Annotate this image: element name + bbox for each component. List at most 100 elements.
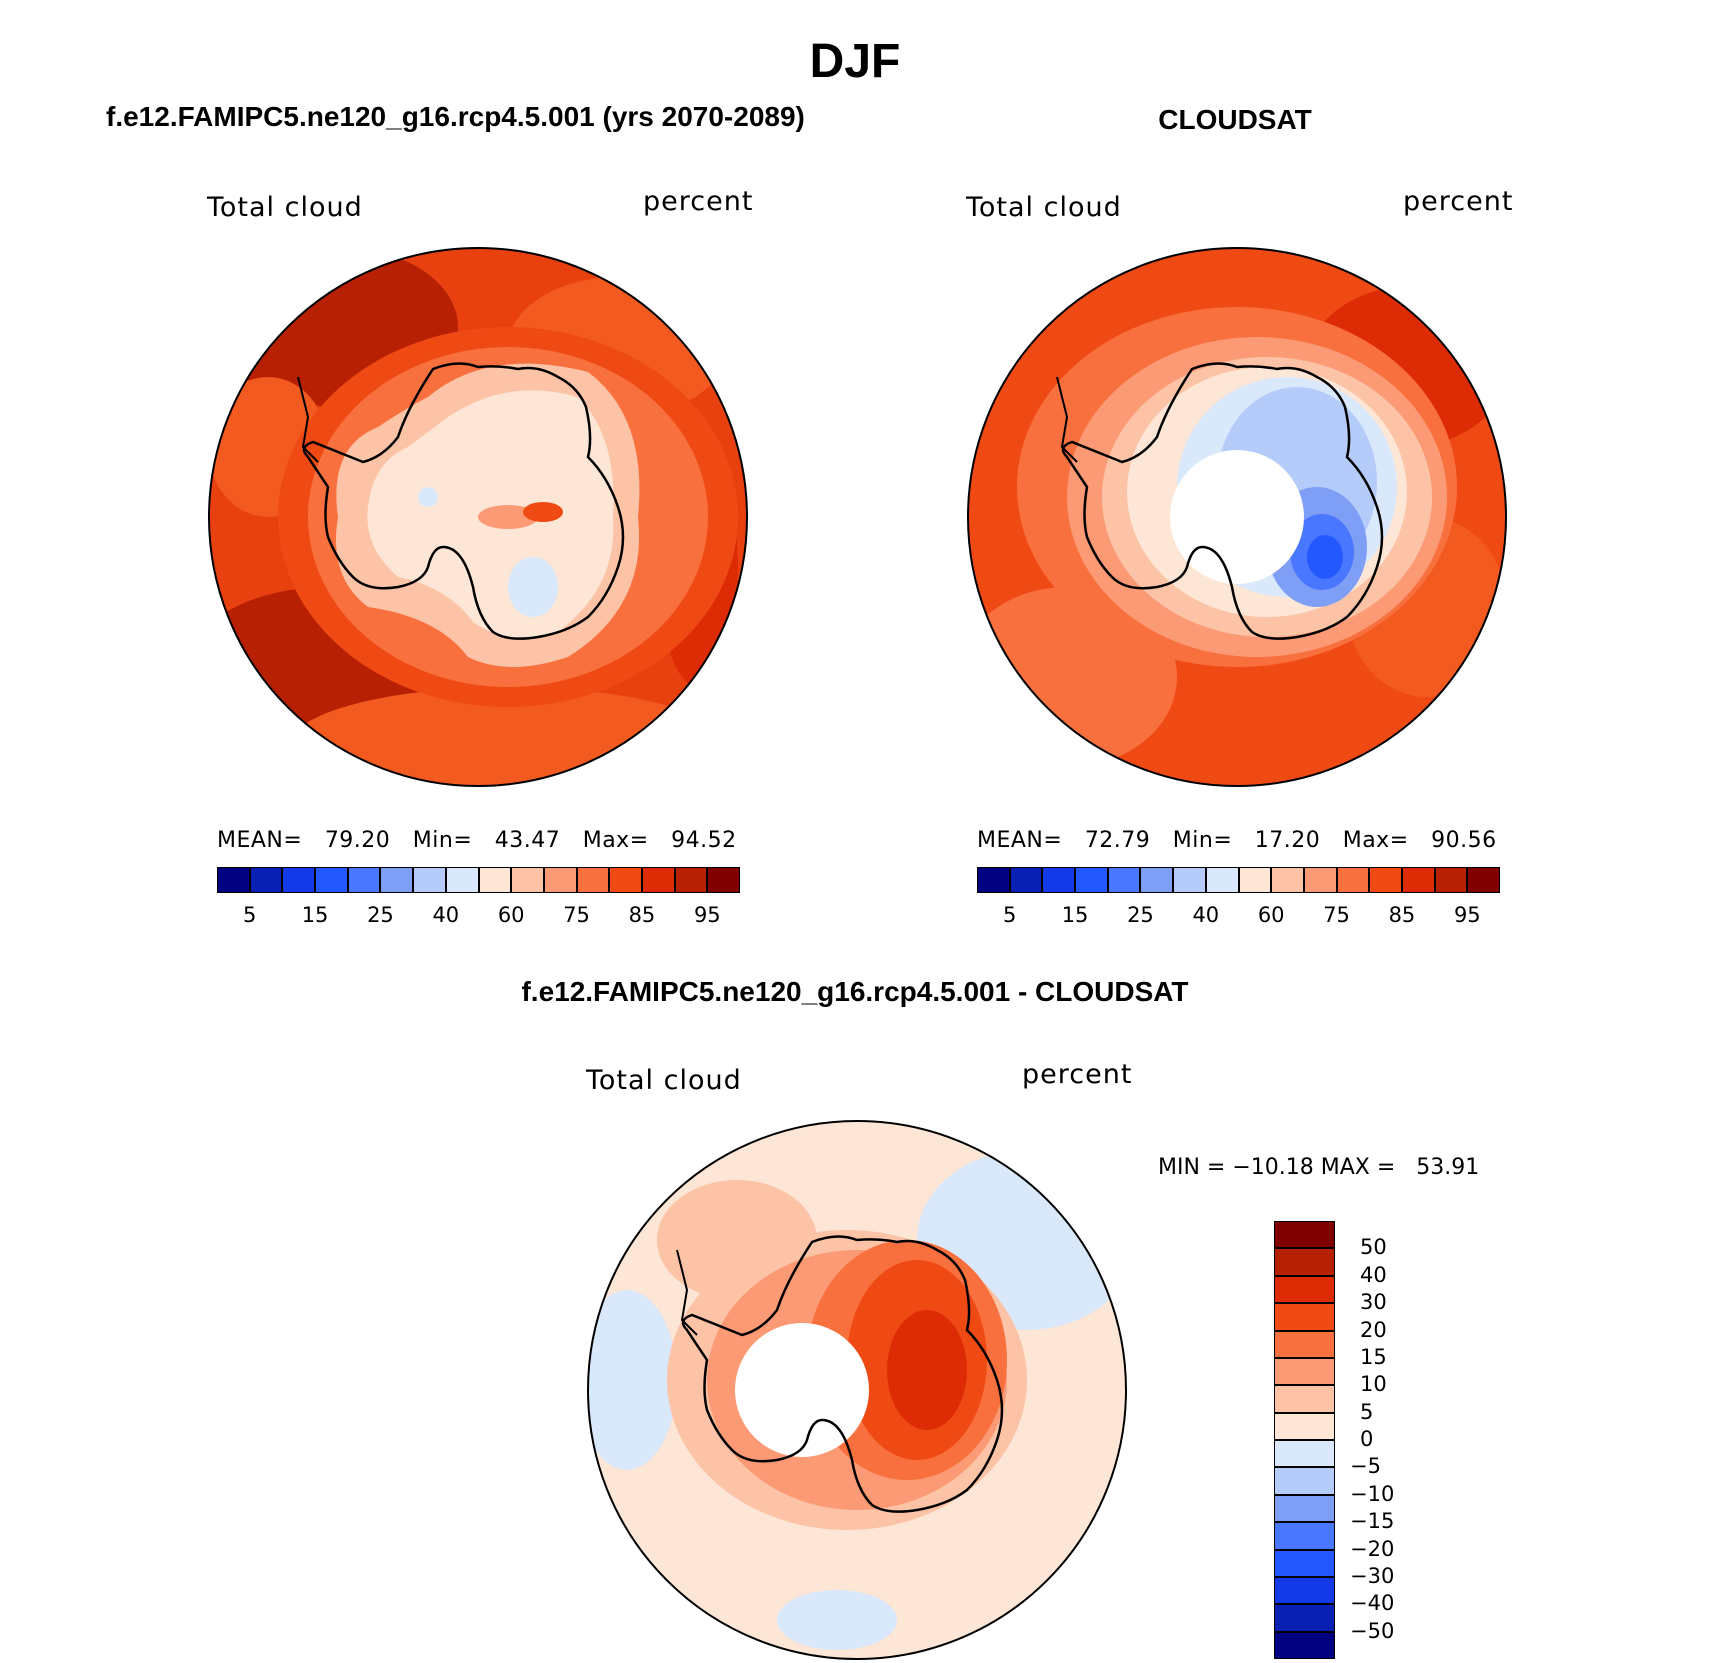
colorbar-cell [1434,867,1468,893]
model-units-label: percent [643,186,754,217]
obs-polar-map [967,247,1507,787]
colorbar-tick-label: 40 [432,903,460,927]
colorbar-tick-label: 15 [1360,1344,1387,1369]
colorbar-tick-label: 20 [1360,1317,1387,1342]
colorbar-cell [1075,867,1108,893]
colorbar-cell [1274,1494,1335,1523]
colorbar-cell [1467,867,1500,893]
colorbar-cell [413,867,446,893]
colorbar-tick-label: 5 [1003,903,1017,927]
model-stats: MEAN= 79.20 Min= 43.47 Max= 94.52 [217,828,737,853]
colorbar-tick-label: −50 [1350,1618,1395,1643]
model-colorbar [217,867,740,893]
model-max-label: Max= [582,828,649,853]
model-colorbar-ticks: 5 15 25 40 60 75 85 95 [217,903,740,929]
colorbar-tick-label: 40 [1192,903,1220,927]
colorbar-cell [1271,867,1304,893]
colorbar-cell [1205,867,1239,893]
colorbar-cell [977,867,1010,893]
model-mean-label: MEAN= [217,828,303,853]
model-panel-header: f.e12.FAMIPC5.ne120_g16.rcp4.5.001 (yrs … [106,101,805,132]
colorbar-cell [445,867,479,893]
colorbar-cell [1274,1357,1335,1386]
colorbar-cell [478,867,512,893]
colorbar-cell [1274,1604,1335,1632]
colorbar-cell [1140,867,1174,893]
model-min-value: 43.47 [494,828,561,853]
obs-min-label: Min= [1172,828,1233,853]
obs-variable-label: Total cloud [966,192,1122,223]
colorbar-tick-label: −5 [1350,1454,1381,1479]
colorbar-tick-label: 75 [563,903,590,927]
colorbar-tick-label: 25 [1127,903,1154,927]
colorbar-cell [1401,867,1435,893]
obs-min-value: 17.20 [1254,828,1321,853]
colorbar-tick-label: 85 [1388,903,1416,927]
colorbar-tick-label: −30 [1350,1563,1395,1588]
diff-variable-label: Total cloud [586,1065,742,1096]
colorbar-tick-label: 95 [1453,903,1481,927]
diff-minmax: MIN = −10.18 MAX = 53.91 [1158,1155,1480,1180]
colorbar-cell [1274,1412,1335,1440]
colorbar-cell [1274,1467,1335,1495]
diff-panel-header: f.e12.FAMIPC5.ne120_g16.rcp4.5.001 - CLO… [521,976,1189,1007]
colorbar-cell [511,867,544,893]
colorbar-cell [674,867,708,893]
obs-max-value: 90.56 [1431,828,1497,853]
colorbar-cell [217,867,250,893]
colorbar-cell [1173,867,1206,893]
colorbar-tick-label: 5 [1360,1399,1374,1424]
colorbar-cell [1336,867,1370,893]
colorbar-cell [1107,867,1141,893]
obs-units-label: percent [1403,186,1514,217]
model-mean-value: 79.20 [324,828,391,853]
colorbar-cell [380,867,414,893]
model-max-value: 94.52 [671,828,737,853]
colorbar-cell [1042,867,1076,893]
obs-stats: MEAN= 72.79 Min= 17.20 Max= 90.56 [977,828,1497,853]
colorbar-tick-label: 95 [693,903,721,927]
diff-units-label: percent [1022,1059,1133,1090]
colorbar-cell [249,867,283,893]
colorbar-cell [347,867,381,893]
colorbar-tick-label: −10 [1350,1481,1395,1506]
colorbar-cell [1274,1303,1335,1331]
obs-panel-header: CLOUDSAT [1158,104,1312,135]
figure-title: DJF [809,35,901,88]
obs-mean-value: 72.79 [1084,828,1151,853]
model-min-label: Min= [412,828,473,853]
colorbar-cell [641,867,675,893]
colorbar-cell [576,867,610,893]
diff-colorbar-ticks: 50 40 30 20 15 10 5 0 −5 −10 −15 −20 −30 −40 −50 [1350,1221,1430,1659]
colorbar-cell [609,867,642,893]
obs-mean-label: MEAN= [977,828,1063,853]
colorbar-cell [1303,867,1337,893]
colorbar-tick-label: −40 [1350,1591,1395,1616]
diff-colorbar [1274,1221,1335,1659]
colorbar-cell [1274,1221,1335,1249]
colorbar-tick-label: 30 [1360,1290,1387,1315]
colorbar-cell [1369,867,1402,893]
colorbar-cell [1274,1549,1335,1577]
colorbar-tick-label: −20 [1350,1536,1395,1561]
colorbar-cell [1274,1440,1335,1468]
colorbar-tick-label: 0 [1360,1427,1374,1451]
colorbar-cell [707,867,740,893]
colorbar-tick-label: 60 [497,903,525,927]
model-variable-label: Total cloud [207,192,363,223]
colorbar-tick-label: 25 [367,903,394,927]
colorbar-cell [1274,1275,1335,1304]
colorbar-cell [1238,867,1272,893]
colorbar-tick-label: 50 [1360,1235,1387,1260]
diff-polar-map [587,1120,1127,1660]
model-polar-map [208,247,748,787]
colorbar-cell [282,867,316,893]
colorbar-cell [1274,1522,1335,1550]
colorbar-cell [1009,867,1043,893]
colorbar-cell [1274,1385,1335,1413]
colorbar-cell [1274,1330,1335,1358]
colorbar-cell [1274,1576,1335,1605]
colorbar-tick-label: 15 [1061,903,1089,927]
obs-max-label: Max= [1342,828,1409,853]
colorbar-cell [315,867,348,893]
